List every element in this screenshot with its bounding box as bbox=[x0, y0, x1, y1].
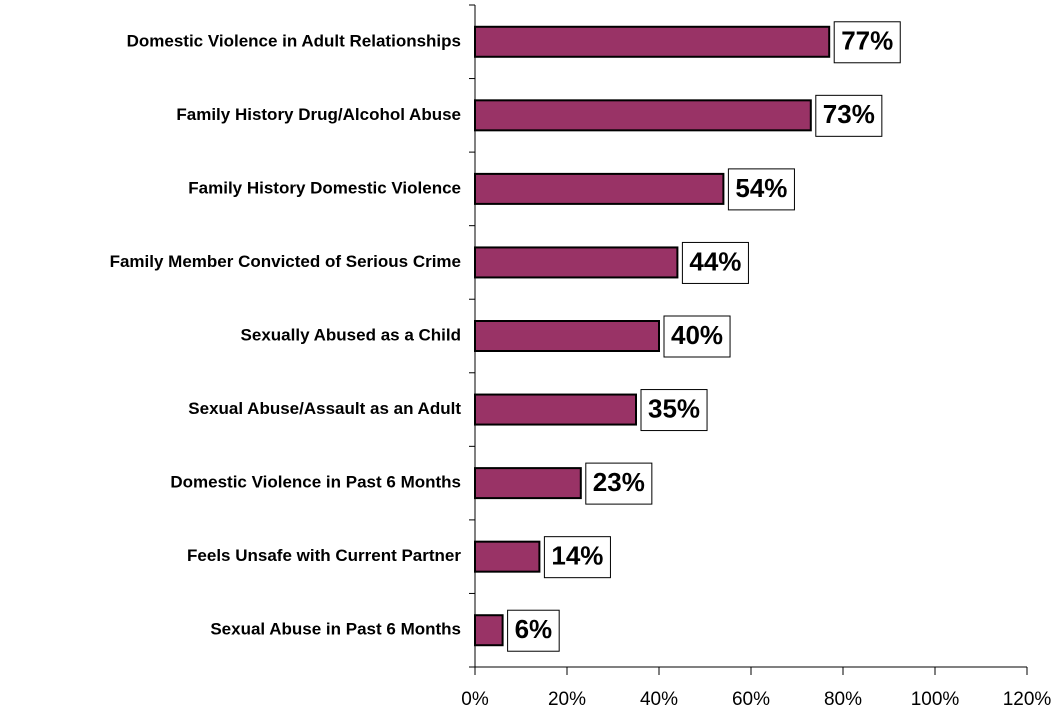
y-tick-label: Domestic Violence in Adult Relationships bbox=[127, 31, 461, 50]
bar bbox=[474, 540, 541, 573]
y-tick-label: Domestic Violence in Past 6 Months bbox=[170, 473, 461, 492]
bar bbox=[474, 393, 637, 426]
data-label-box bbox=[640, 389, 708, 432]
y-tick-label: Family History Domestic Violence bbox=[188, 178, 461, 197]
bar bbox=[474, 614, 504, 647]
y-tick-label: Sexually Abused as a Child bbox=[241, 325, 461, 344]
x-tick-label: 120% bbox=[1003, 689, 1052, 710]
data-label: 54% bbox=[735, 173, 787, 203]
x-tick-label: 100% bbox=[911, 689, 960, 710]
data-label: 40% bbox=[671, 320, 723, 350]
data-label-box bbox=[507, 609, 560, 652]
data-label: 77% bbox=[841, 26, 893, 56]
data-label: 35% bbox=[648, 393, 700, 423]
y-tick-label: Sexual Abuse/Assault as an Adult bbox=[188, 399, 461, 418]
y-tick-label: Sexual Abuse in Past 6 Months bbox=[210, 620, 461, 639]
bar bbox=[474, 467, 582, 500]
data-label: 14% bbox=[551, 541, 603, 571]
data-label-box bbox=[815, 94, 883, 137]
data-label: 73% bbox=[823, 99, 875, 129]
y-tick-label: Family Member Convicted of Serious Crime bbox=[110, 252, 461, 271]
data-label-box bbox=[543, 536, 611, 579]
bar bbox=[474, 172, 725, 205]
x-tick-label: 60% bbox=[732, 689, 770, 710]
bar bbox=[474, 99, 812, 132]
y-tick-label: Family History Drug/Alcohol Abuse bbox=[176, 105, 461, 124]
bar bbox=[474, 246, 679, 279]
y-tick-label: Feels Unsafe with Current Partner bbox=[187, 546, 461, 565]
data-label-box bbox=[681, 241, 749, 284]
data-label-box bbox=[727, 168, 795, 211]
x-tick-label: 20% bbox=[548, 689, 586, 710]
data-label: 6% bbox=[515, 614, 553, 644]
x-tick-label: 80% bbox=[824, 689, 862, 710]
bar bbox=[474, 320, 660, 352]
data-label-box bbox=[585, 462, 653, 505]
data-label: 44% bbox=[689, 246, 741, 276]
data-label: 23% bbox=[593, 467, 645, 497]
data-label-box bbox=[833, 21, 901, 64]
data-label-box bbox=[663, 315, 731, 358]
x-tick-label: 40% bbox=[640, 689, 678, 710]
x-tick-label: 0% bbox=[461, 689, 489, 710]
bar bbox=[474, 25, 831, 58]
